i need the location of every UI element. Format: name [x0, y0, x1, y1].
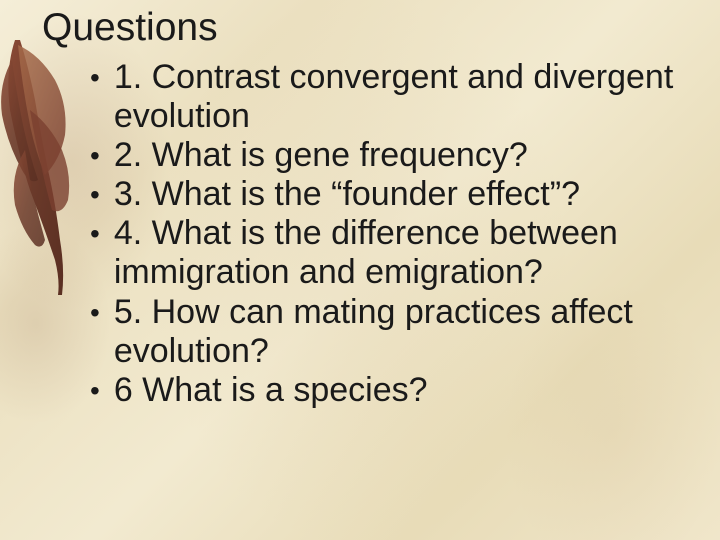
bullet-icon: • [90, 297, 100, 329]
bullet-icon: • [90, 218, 100, 250]
list-item: • 3. What is the “founder effect”? [90, 175, 680, 214]
leaf-decoration [0, 30, 95, 300]
item-text: 2. What is gene frequency? [114, 136, 528, 175]
bullet-icon: • [90, 140, 100, 172]
list-item: • 6 What is a species? [90, 371, 680, 410]
list-item: • 1. Contrast convergent and divergent e… [90, 58, 680, 136]
list-item: • 4. What is the difference between immi… [90, 214, 680, 292]
item-text: 6 What is a species? [114, 371, 428, 410]
item-text: 3. What is the “founder effect”? [114, 175, 580, 214]
list-item: • 5. How can mating practices affect evo… [90, 293, 680, 371]
item-text: 1. Contrast convergent and divergent evo… [114, 58, 680, 136]
item-text: 5. How can mating practices affect evolu… [114, 293, 680, 371]
item-text: 4. What is the difference between immigr… [114, 214, 680, 292]
bullet-icon: • [90, 375, 100, 407]
bullet-icon: • [90, 179, 100, 211]
bullet-icon: • [90, 62, 100, 94]
slide-title: Questions [42, 6, 218, 50]
list-item: • 2. What is gene frequency? [90, 136, 680, 175]
questions-list: • 1. Contrast convergent and divergent e… [90, 58, 680, 410]
